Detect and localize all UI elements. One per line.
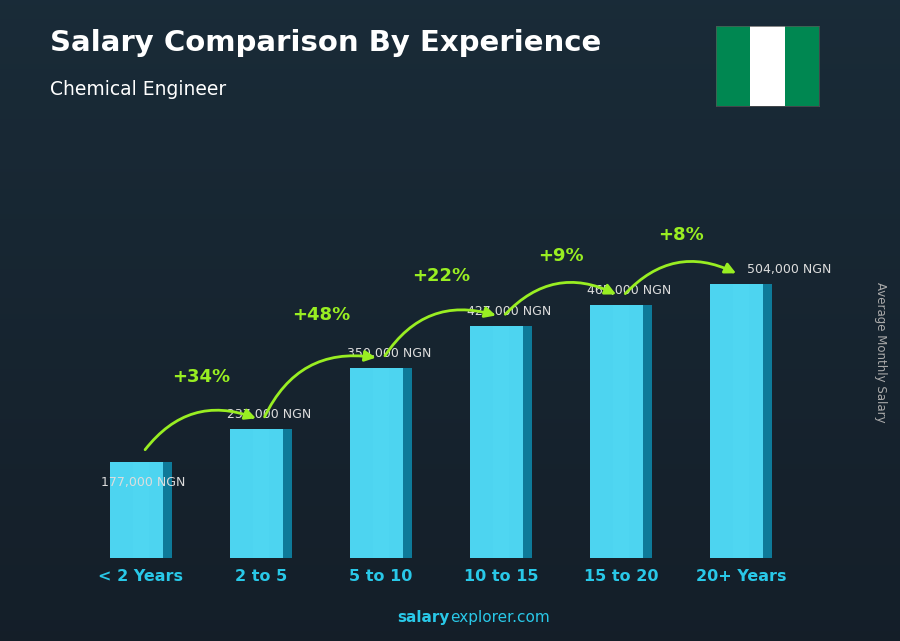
Text: 427,000 NGN: 427,000 NGN: [467, 305, 552, 318]
Bar: [230, 429, 292, 558]
Text: explorer.com: explorer.com: [450, 610, 550, 625]
Text: 504,000 NGN: 504,000 NGN: [747, 263, 832, 276]
Text: +9%: +9%: [538, 247, 584, 265]
Bar: [470, 326, 532, 558]
Text: +48%: +48%: [292, 306, 350, 324]
Bar: [716, 26, 750, 106]
Bar: [710, 285, 772, 558]
Text: Average Monthly Salary: Average Monthly Salary: [874, 282, 886, 423]
Bar: [590, 306, 652, 558]
Bar: [613, 306, 629, 558]
Bar: [643, 306, 652, 558]
Bar: [763, 285, 772, 558]
Text: +34%: +34%: [172, 368, 230, 386]
Bar: [253, 429, 269, 558]
Text: Chemical Engineer: Chemical Engineer: [50, 80, 226, 99]
Bar: [283, 429, 293, 558]
Bar: [374, 368, 389, 558]
Bar: [350, 368, 412, 558]
Bar: [785, 26, 819, 106]
Text: Salary Comparison By Experience: Salary Comparison By Experience: [50, 29, 601, 57]
Text: +8%: +8%: [658, 226, 704, 244]
Bar: [734, 285, 749, 558]
Bar: [403, 368, 412, 558]
Text: 350,000 NGN: 350,000 NGN: [347, 347, 432, 360]
Bar: [133, 462, 148, 558]
Text: +22%: +22%: [412, 267, 470, 285]
Bar: [523, 326, 532, 558]
Bar: [493, 326, 508, 558]
Text: 177,000 NGN: 177,000 NGN: [102, 476, 185, 489]
Text: salary: salary: [398, 610, 450, 625]
Bar: [163, 462, 172, 558]
Bar: [110, 462, 172, 558]
Text: 237,000 NGN: 237,000 NGN: [228, 408, 311, 421]
Text: 465,000 NGN: 465,000 NGN: [588, 285, 671, 297]
